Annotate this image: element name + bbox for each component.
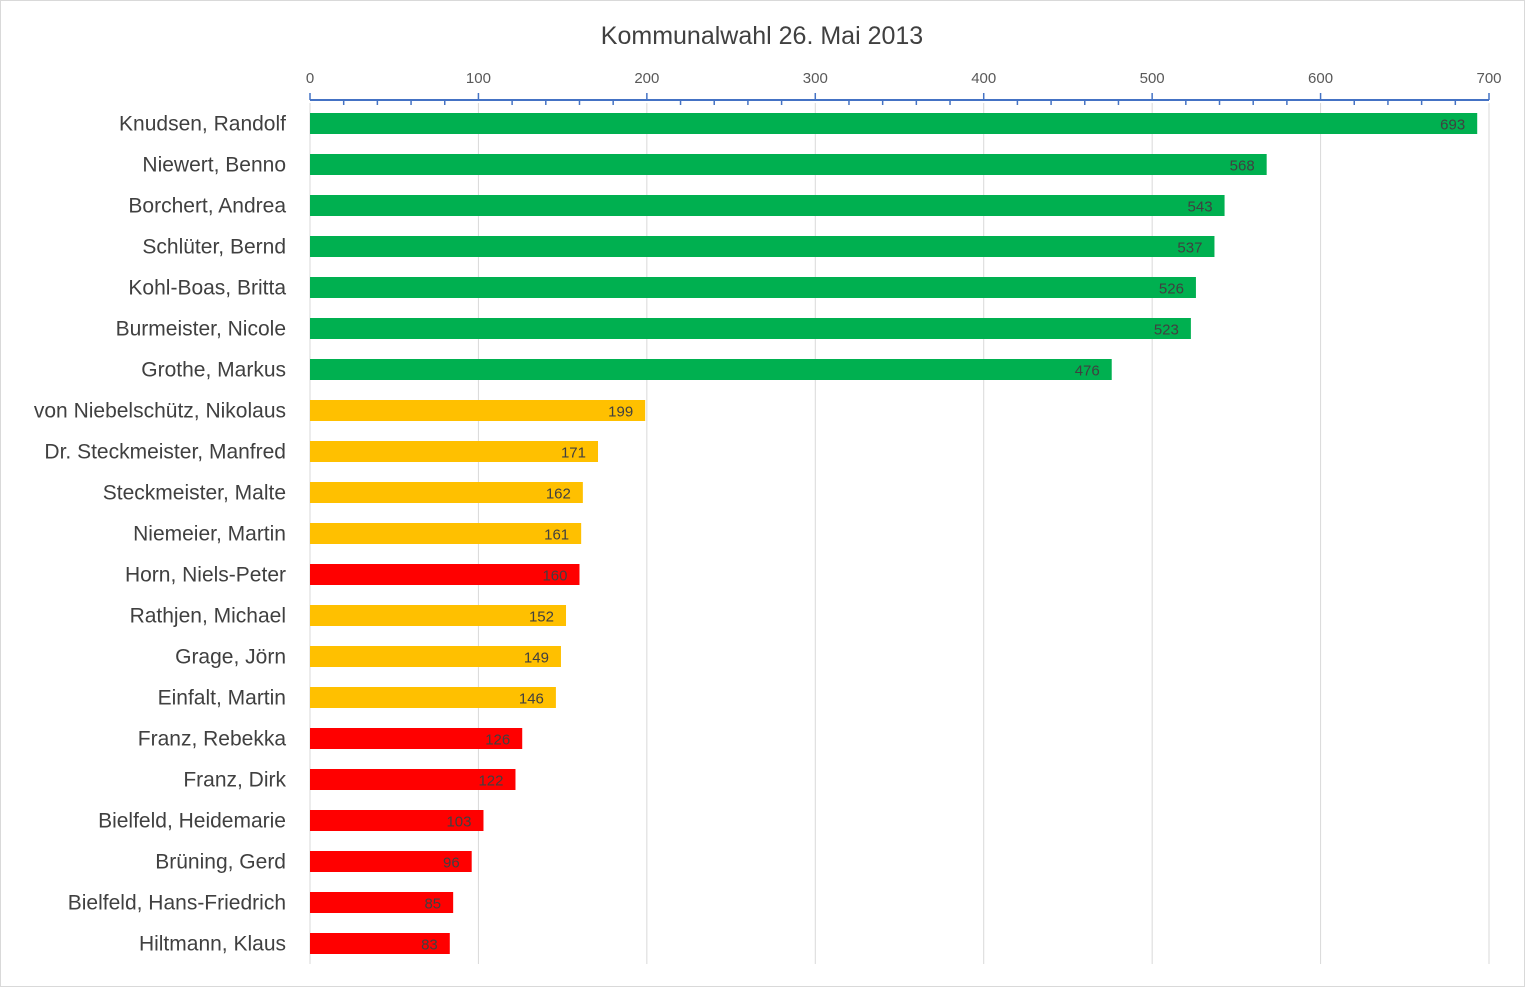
category-labels: Knudsen, Randolf Niewert, Benno Borchert, …: [34, 113, 287, 956]
category-label: Steckmeister, Malte: [103, 482, 286, 505]
category-label: Brüning, Gerd: [155, 851, 286, 874]
category-label: Borchert, Andrea: [128, 195, 286, 218]
x-tick-label-300: 300: [803, 70, 828, 87]
category-label: Niemeier, Martin: [133, 523, 286, 546]
bar: [310, 318, 1191, 339]
x-axis: 0 100 200 300 400 500 600 700: [306, 70, 1502, 105]
data-label: 568: [1230, 158, 1255, 175]
data-label: 693: [1440, 117, 1465, 134]
bar: [310, 277, 1196, 298]
data-label: 476: [1075, 363, 1100, 380]
bar: [310, 236, 1215, 257]
category-label: Burmeister, Nicole: [116, 318, 286, 341]
data-label: 149: [524, 650, 549, 667]
category-label: Rathjen, Michael: [130, 605, 286, 628]
category-label: Schlüter, Bernd: [142, 236, 286, 259]
category-label: Grage, Jörn: [175, 646, 286, 669]
x-tick-label-100: 100: [466, 70, 491, 87]
data-label: 171: [561, 445, 586, 462]
category-label: Hiltmann, Klaus: [139, 933, 286, 956]
data-label: 526: [1159, 281, 1184, 298]
data-label: 161: [544, 527, 569, 544]
bar: [310, 810, 484, 831]
bars: 693 568 543 537 526 523 476 199 171 162 161 160 152 1…: [310, 113, 1478, 954]
bar: [310, 359, 1112, 380]
category-label: Knudsen, Randolf: [119, 113, 286, 136]
data-label: 103: [446, 814, 471, 831]
bar: [310, 482, 583, 503]
bar: [310, 441, 599, 462]
bar: [310, 851, 472, 872]
data-label: 83: [421, 937, 438, 954]
bar: [310, 769, 516, 790]
data-label: 199: [608, 404, 633, 421]
category-label: Grothe, Markus: [141, 359, 286, 382]
bar: [310, 154, 1267, 175]
data-label: 537: [1177, 240, 1202, 257]
x-tick-label-600: 600: [1308, 70, 1333, 87]
category-label: Horn, Niels-Peter: [125, 564, 286, 587]
data-label: 126: [485, 732, 510, 749]
x-tick-label-200: 200: [634, 70, 659, 87]
data-label: 85: [424, 896, 441, 913]
data-label: 146: [519, 691, 544, 708]
bar: [310, 687, 556, 708]
bar: [310, 646, 561, 667]
bar: [310, 195, 1225, 216]
category-label: Niewert, Benno: [142, 154, 286, 177]
bar: [310, 113, 1478, 134]
data-label: 160: [542, 568, 567, 585]
category-label: Franz, Rebekka: [138, 728, 287, 751]
data-label: 152: [529, 609, 554, 626]
bar: [310, 892, 454, 913]
category-label: Einfalt, Martin: [158, 687, 286, 710]
bar: [310, 933, 450, 954]
bar: [310, 564, 580, 585]
data-label: 523: [1154, 322, 1179, 339]
x-tick-label-500: 500: [1140, 70, 1165, 87]
bar: [310, 400, 646, 421]
x-tick-label-400: 400: [971, 70, 996, 87]
category-label: Franz, Dirk: [183, 769, 286, 792]
chart-title: Kommunalwahl 26. Mai 2013: [601, 22, 923, 50]
category-label: Dr. Steckmeister, Manfred: [44, 441, 286, 464]
data-label: 162: [546, 486, 571, 503]
data-label: 96: [443, 855, 460, 872]
data-label: 543: [1188, 199, 1213, 216]
category-label: Bielfeld, Hans-Friedrich: [68, 892, 286, 915]
data-label: 122: [478, 773, 503, 790]
category-label: von Niebelschütz, Nikolaus: [34, 400, 286, 423]
category-label: Bielfeld, Heidemarie: [98, 810, 286, 833]
bar: [310, 728, 523, 749]
category-label: Kohl-Boas, Britta: [128, 277, 286, 300]
x-tick-label-700: 700: [1476, 70, 1501, 87]
bar: [310, 523, 582, 544]
x-tick-label-0: 0: [306, 70, 314, 87]
bar: [310, 605, 567, 626]
